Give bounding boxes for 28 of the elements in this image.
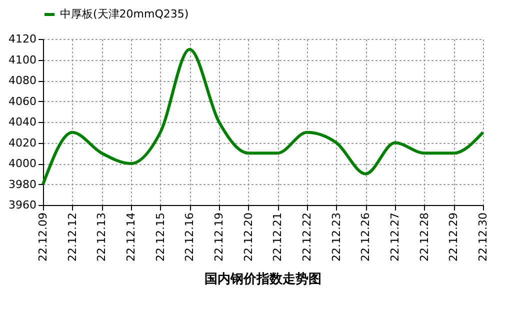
- x-tick-label: 22.12.19: [212, 212, 226, 262]
- y-tick-label: 4080: [8, 74, 36, 87]
- legend-label: 中厚板(天津20mmQ235): [60, 8, 189, 20]
- y-tick-label: 4060: [8, 94, 36, 108]
- text: 国内钢价指数走势图: [204, 270, 322, 287]
- x-tick-label: 22.12.09: [36, 212, 50, 262]
- y-tick-label: 4000: [8, 157, 36, 170]
- y-tick-label: 4100: [8, 53, 36, 66]
- x-tick-label: 22.12.22: [300, 212, 314, 262]
- x-tick-label: 22.12.13: [95, 212, 108, 262]
- x-tick-label: 22.12.14: [124, 212, 138, 262]
- y-tick-label: 3960: [8, 198, 36, 212]
- x-tick-label: 22.12.20: [242, 212, 255, 262]
- x-tick-label: 22.12.27: [388, 212, 402, 262]
- x-tick-label: 22.12.23: [330, 212, 343, 262]
- x-tick-label: 22.12.29: [447, 212, 460, 262]
- y-tick-label: 4040: [8, 116, 36, 128]
- y-tick-label: 4020: [8, 136, 36, 150]
- x-tick-label: 22.12.28: [418, 212, 431, 262]
- x-tick-label: 22.12.21: [271, 212, 284, 262]
- y-tick-label: 3980: [8, 178, 36, 191]
- x-tick-label: 22.12.15: [154, 212, 167, 262]
- line-series: [42, 48, 484, 186]
- x-tick-label: 22.12.16: [183, 212, 196, 262]
- x-tick-label: 22.12.30: [476, 212, 490, 262]
- x-tick-label: 22.12.12: [66, 212, 79, 262]
- x-tick-label: 22.12.26: [359, 212, 372, 262]
- y-tick-label: 4120: [8, 32, 36, 46]
